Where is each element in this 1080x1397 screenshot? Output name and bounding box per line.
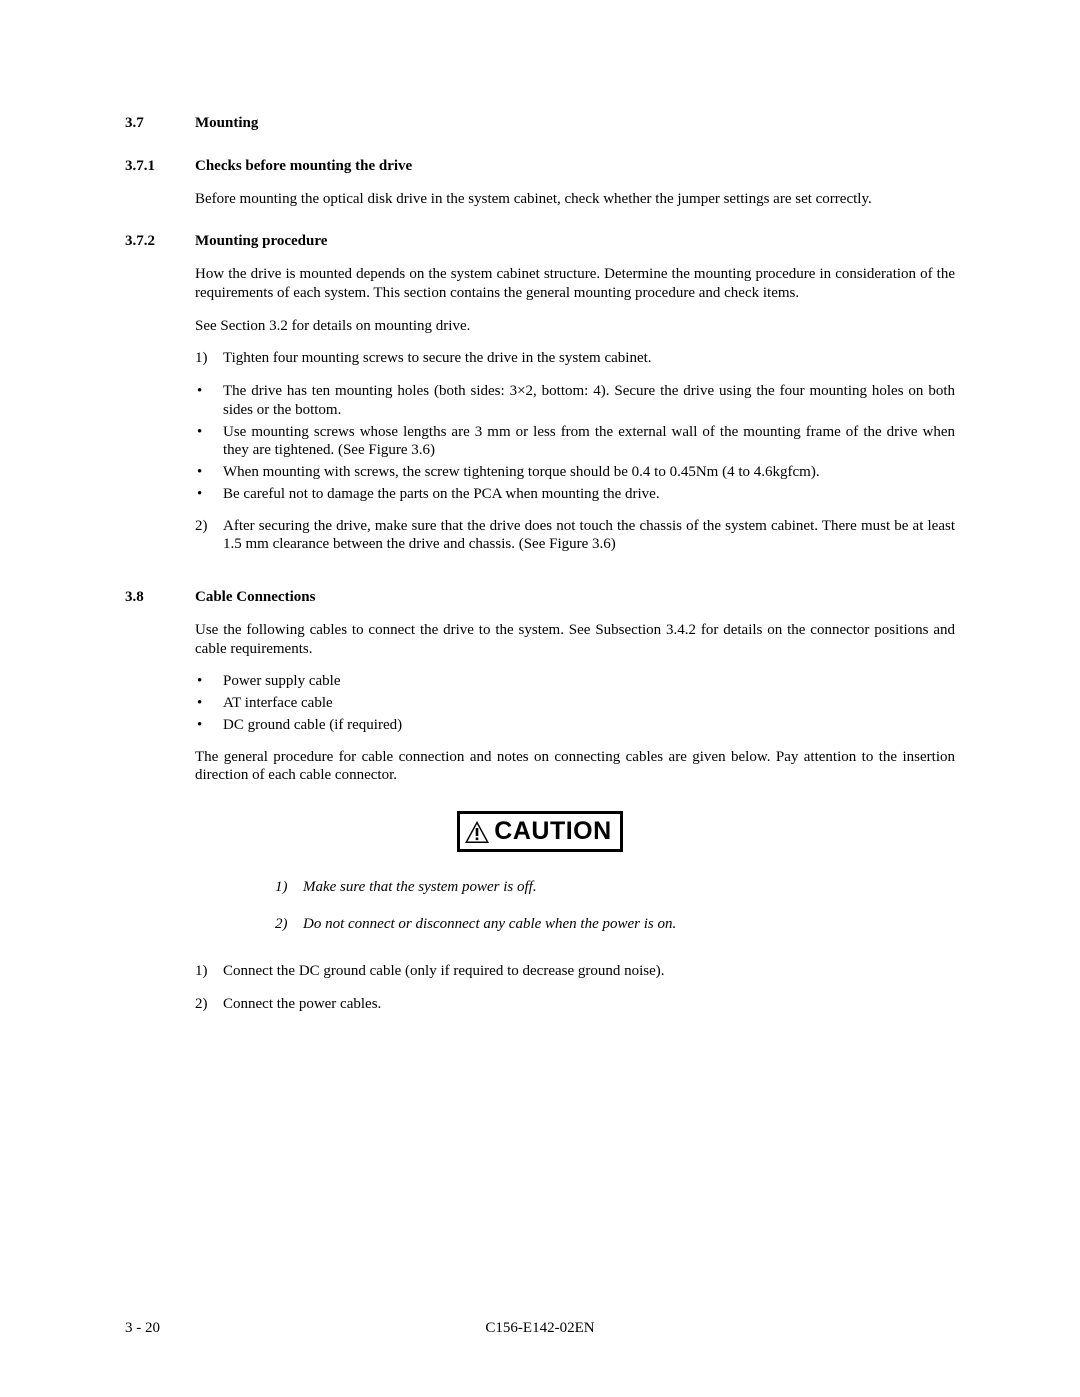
heading-3-8: 3.8 Cable Connections (125, 588, 955, 607)
heading-number: 3.7.2 (125, 232, 195, 251)
heading-3-7-1: 3.7.1 Checks before mounting the drive (125, 157, 955, 176)
paragraph: How the drive is mounted depends on the … (195, 265, 955, 303)
heading-title: Cable Connections (195, 588, 315, 607)
list-item: 1) Tighten four mounting screws to secur… (195, 349, 955, 368)
list-text: Connect the DC ground cable (only if req… (223, 962, 955, 981)
bullet-icon: • (195, 716, 223, 735)
bullet-icon: • (195, 463, 223, 482)
heading-title: Mounting procedure (195, 232, 327, 251)
document-id: C156-E142-02EN (125, 1320, 955, 1337)
caution-label: CAUTION (494, 816, 611, 847)
list-text: When mounting with screws, the screw tig… (223, 463, 955, 482)
bullet-icon: • (195, 694, 223, 713)
bullet-icon: • (195, 382, 223, 420)
bullet-icon: • (195, 672, 223, 691)
list-text: Make sure that the system power is off. (303, 878, 955, 897)
list-item: 2) After securing the drive, make sure t… (195, 517, 955, 555)
list-text: DC ground cable (if required) (223, 716, 955, 735)
heading-3-7: 3.7 Mounting (125, 114, 955, 133)
list-item: 1) Connect the DC ground cable (only if … (195, 962, 955, 981)
paragraph: Use the following cables to connect the … (195, 621, 955, 659)
list-text: The drive has ten mounting holes (both s… (223, 382, 955, 420)
list-text: Do not connect or disconnect any cable w… (303, 915, 955, 934)
caution-list: 1) Make sure that the system power is of… (275, 878, 955, 934)
bullet-icon: • (195, 423, 223, 461)
list-number: 2) (275, 915, 303, 934)
list-item: • DC ground cable (if required) (195, 716, 955, 735)
list-item: • Be careful not to damage the parts on … (195, 485, 955, 504)
page-content: 3.7 Mounting 3.7.1 Checks before mountin… (0, 0, 1080, 1077)
heading-title: Mounting (195, 114, 258, 133)
list-text: Tighten four mounting screws to secure t… (223, 349, 955, 368)
list-number: 1) (195, 349, 223, 368)
page-footer: 3 - 20 C156-E142-02EN (125, 1320, 955, 1337)
heading-number: 3.7 (125, 114, 195, 133)
caution-box-wrap: CAUTION (125, 811, 955, 852)
heading-title: Checks before mounting the drive (195, 157, 412, 176)
list-item: 2) Connect the power cables. (195, 995, 955, 1014)
list-text: Power supply cable (223, 672, 955, 691)
list-text: Use mounting screws whose lengths are 3 … (223, 423, 955, 461)
list-item: 1) Make sure that the system power is of… (275, 878, 955, 897)
list-item: • The drive has ten mounting holes (both… (195, 382, 955, 420)
list-item: • AT interface cable (195, 694, 955, 713)
bullet-icon: • (195, 485, 223, 504)
list-item: • When mounting with screws, the screw t… (195, 463, 955, 482)
list-item: • Power supply cable (195, 672, 955, 691)
paragraph: Before mounting the optical disk drive i… (195, 190, 955, 209)
list-item: • Use mounting screws whose lengths are … (195, 423, 955, 461)
list-number: 2) (195, 517, 223, 555)
list-text: After securing the drive, make sure that… (223, 517, 955, 555)
list-number: 1) (195, 962, 223, 981)
paragraph: The general procedure for cable connecti… (195, 748, 955, 786)
heading-number: 3.7.1 (125, 157, 195, 176)
paragraph: See Section 3.2 for details on mounting … (195, 317, 955, 336)
heading-number: 3.8 (125, 588, 195, 607)
caution-box: CAUTION (457, 811, 622, 852)
list-text: AT interface cable (223, 694, 955, 713)
list-text: Connect the power cables. (223, 995, 955, 1014)
list-number: 2) (195, 995, 223, 1014)
list-number: 1) (275, 878, 303, 897)
warning-icon (464, 820, 490, 844)
list-item: 2) Do not connect or disconnect any cabl… (275, 915, 955, 934)
list-text: Be careful not to damage the parts on th… (223, 485, 955, 504)
heading-3-7-2: 3.7.2 Mounting procedure (125, 232, 955, 251)
